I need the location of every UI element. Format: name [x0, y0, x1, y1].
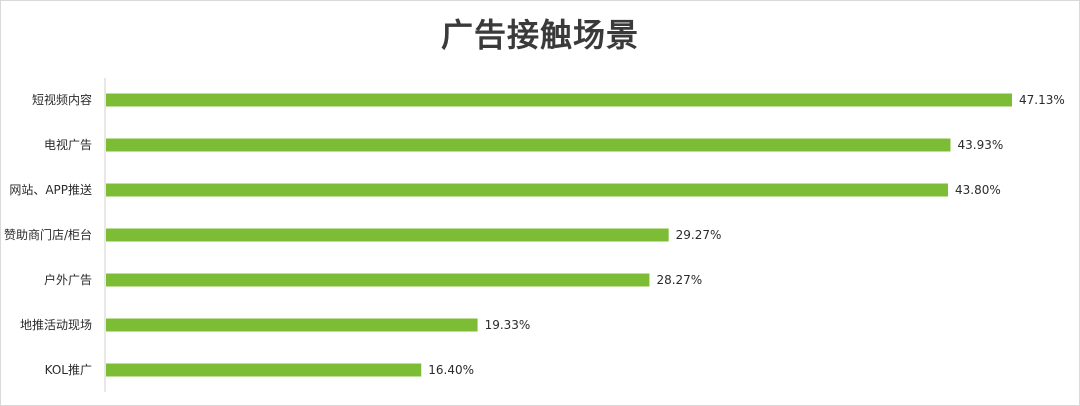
bar: [106, 183, 948, 197]
bar: [106, 228, 669, 242]
value-label: 28.27%: [656, 273, 702, 287]
category-label: 短视频内容: [32, 92, 92, 107]
value-label: 43.80%: [955, 183, 1001, 197]
category-label: 赞助商门店/柜台: [4, 227, 92, 242]
bar: [106, 93, 1012, 107]
bar: [106, 318, 478, 332]
value-label: 43.93%: [957, 138, 1003, 152]
value-label: 16.40%: [428, 363, 474, 377]
bar: [106, 363, 422, 377]
category-label: 电视广告: [44, 137, 92, 152]
category-label: KOL推广: [45, 363, 92, 377]
value-label: 47.13%: [1019, 93, 1065, 107]
bar: [106, 138, 951, 152]
value-label: 29.27%: [676, 228, 722, 242]
category-label: 户外广告: [44, 272, 92, 287]
value-label: 19.33%: [485, 318, 531, 332]
category-label: 网站、APP推送: [9, 182, 92, 197]
bar: [106, 273, 650, 287]
category-label: 地推活动现场: [20, 318, 92, 332]
chart-title: 广告接触场景: [440, 16, 639, 54]
